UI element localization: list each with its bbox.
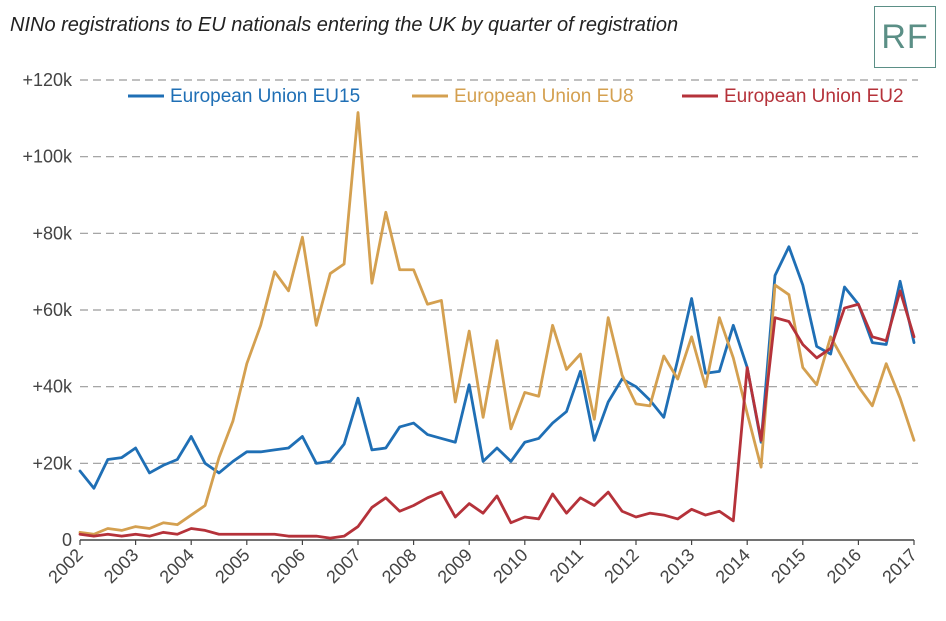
x-tick-label: 2008	[378, 545, 420, 587]
x-tick-label: 2015	[767, 545, 809, 587]
rf-logo: RF	[874, 6, 936, 68]
y-tick-label: +80k	[32, 223, 73, 243]
grid-lines	[80, 79, 918, 464]
series-line-eu15	[78, 245, 916, 490]
legend-label: European Union EU2	[724, 86, 904, 107]
legend-label: European Union EU8	[454, 86, 634, 107]
y-tick-label: +100k	[22, 147, 73, 167]
y-tick-label: 0	[62, 530, 72, 550]
series-line-eu8	[78, 111, 916, 536]
legend: European Union EU15 European Union EU8 Eur…	[128, 86, 904, 107]
axes: 0 +20k +40k +60k +80k +100k +120k 2002 2003 2004 2…	[22, 70, 920, 587]
x-tick-label: 2009	[434, 545, 476, 587]
x-tick-label: 2007	[322, 545, 364, 587]
legend-label: European Union EU15	[170, 86, 360, 107]
x-tick-label: 2006	[267, 545, 309, 587]
x-tick-label: 2002	[44, 545, 86, 587]
x-tick-label: 2017	[878, 545, 920, 587]
x-tick-label: 2011	[546, 545, 588, 587]
x-tick-label: 2003	[100, 545, 142, 587]
x-tick-label: 2012	[600, 545, 642, 587]
x-tick-label: 2016	[823, 545, 865, 587]
series-line-eu2	[78, 289, 916, 540]
chart-title: NINo registrations to EU nationals enter…	[10, 14, 679, 36]
y-tick-label: +20k	[32, 453, 73, 473]
series-lines	[78, 111, 916, 540]
x-tick-label: 2004	[156, 545, 198, 587]
x-tick-label: 2014	[712, 545, 754, 587]
y-tick-label: +40k	[32, 377, 73, 397]
y-tick-label: +60k	[32, 300, 73, 320]
x-tick-label: 2013	[656, 545, 698, 587]
x-tick-label: 2005	[211, 545, 253, 587]
x-tick-label: 2010	[489, 545, 531, 587]
y-tick-label: +120k	[22, 70, 73, 90]
